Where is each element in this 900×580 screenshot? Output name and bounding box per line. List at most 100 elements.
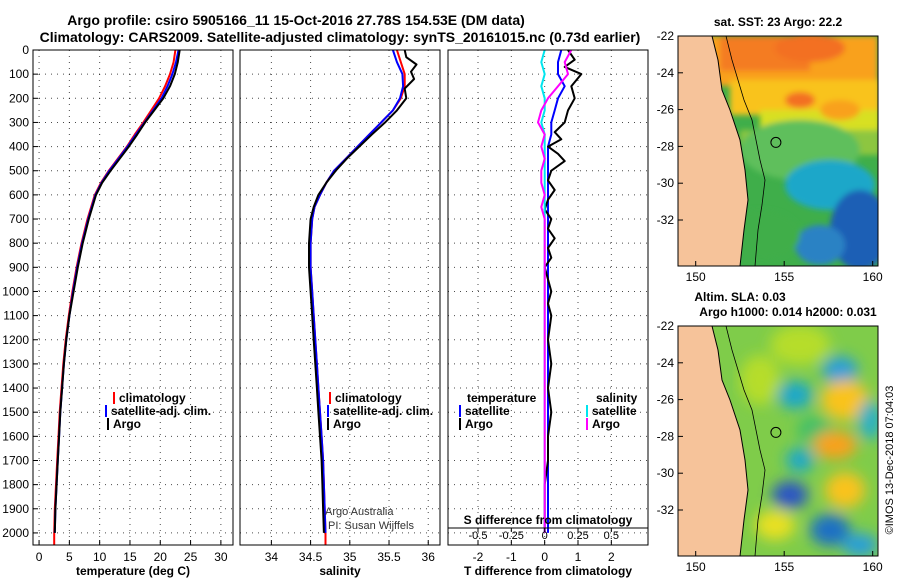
depth-tick-label: 600 [9, 188, 29, 202]
depth-tick-label: 900 [9, 260, 29, 274]
x-tick-label: 25 [184, 550, 198, 564]
sla-map-axes: 150 155 160 -22 -24 -26 -28 -30 -32 [657, 319, 883, 574]
t-difference-axis-label: T difference from climatology [464, 564, 632, 578]
sst-argo-location-marker [770, 136, 782, 148]
sst-map-frame [677, 35, 879, 267]
map-lon-tick-label: 155 [774, 560, 794, 574]
sla-map-title-line2: Argo h1000: 0.014 h2000: 0.031 [699, 305, 877, 319]
depth-tick-label: 800 [9, 236, 29, 250]
depth-tick-label: 400 [9, 140, 29, 154]
salinity-panel: 34 34.5 35 35.5 36 salinity climatology sate… [239, 49, 441, 578]
sst-map-panel: sat. SST: 23 Argo: 22.2 150 15 [657, 15, 883, 284]
x-tick-label: 20 [154, 550, 168, 564]
salinity-legend: climatology satellite-adj. clim. Argo [327, 391, 433, 431]
sst-map-axes: 150 155 160 -22 -24 -26 -28 -30 -32 [657, 29, 883, 284]
temperature-series [53, 49, 181, 545]
legend-swatch-satellite [327, 405, 329, 417]
salinity-grid [240, 49, 440, 545]
difference-legend: temperature satellite Argo salinity sate… [459, 391, 638, 431]
depth-tick-label: 700 [9, 212, 29, 226]
depth-tick-label: 1700 [2, 453, 29, 467]
x-tick-label: 35 [343, 550, 357, 564]
x-tick-label: 34 [265, 550, 279, 564]
depth-tick-label: 1800 [2, 478, 29, 492]
legend-swatch-argo [107, 418, 109, 430]
s-difference-tick-label: 0.5 [604, 530, 619, 542]
s-difference-axis-label: S difference from climatology [464, 513, 633, 527]
salinity-axis-label: salinity [319, 564, 361, 578]
s-difference-tick-label: 0 [542, 530, 548, 542]
annotation-argo-australia: Argo Australia [325, 506, 394, 518]
x-tick-label: -1 [506, 550, 517, 564]
temperature-grid [33, 49, 233, 545]
sla-map-frame [677, 325, 879, 557]
imos-credit: ©IMOS 13-Dec-2018 07:04:03 [884, 386, 896, 535]
sla-map-title-line1: Altim. SLA: 0.03 [694, 290, 786, 304]
map-lat-tick-label: -26 [657, 393, 675, 407]
map-lat-tick-label: -24 [657, 66, 675, 80]
legend-swatch-s-satellite [586, 405, 588, 417]
x-tick-label: 36 [422, 550, 436, 564]
sla-map-panel: Altim. SLA: 0.03 Argo h1000: 0.014 h2000… [657, 290, 883, 574]
sla-argo-location-marker [770, 426, 782, 438]
temperature-axis-label: temperature (deg C) [76, 564, 190, 578]
map-lon-tick-label: 160 [863, 560, 883, 574]
sst-map-image [678, 36, 878, 266]
legend-label-t-argo: Argo [465, 417, 493, 431]
map-lat-tick-label: -28 [657, 139, 675, 153]
annotation-pi-name: PI: Susan Wijffels [328, 520, 414, 532]
series-line-argo [53, 49, 181, 533]
s-difference-axis: -0.5 -0.25 0 0.25 0.5 [448, 527, 648, 542]
map-lat-tick-label: -32 [657, 503, 675, 517]
x-tick-label: 1 [575, 550, 582, 564]
depth-tick-label: 1000 [2, 284, 29, 298]
depth-tick-label: 500 [9, 164, 29, 178]
salinity-x-axis: 34 34.5 35 35.5 36 [265, 540, 436, 564]
x-tick-label: 10 [93, 550, 107, 564]
depth-tick-label: 1200 [2, 333, 29, 347]
difference-panel: -2 -1 0 1 2 -0.5 -0.25 0 0.25 0.5 S difference f… [447, 49, 649, 578]
depth-tick-label: 1500 [2, 405, 29, 419]
sst-land [678, 36, 749, 266]
s-difference-tick-label: -0.5 [469, 530, 488, 542]
salinity-frame [239, 49, 441, 546]
sla-map-image [678, 326, 878, 556]
map-lat-tick-label: -28 [657, 429, 675, 443]
map-lat-tick-label: -22 [657, 319, 675, 333]
sst-shelf-contour [725, 36, 766, 266]
series-line-satellite-adj-clim- [309, 49, 405, 533]
map-lon-tick-label: 155 [774, 270, 794, 284]
map-lon-tick-label: 150 [686, 270, 706, 284]
salinity-series [308, 49, 418, 545]
x-tick-label: 35.5 [377, 550, 401, 564]
series-line-temperature-argo [543, 49, 583, 533]
temperature-x-axis: 0 5 10 15 20 25 30 [36, 540, 228, 564]
legend-swatch-climatology [113, 392, 115, 404]
depth-tick-label: 1100 [3, 309, 29, 323]
legend-label-argo: Argo [333, 417, 361, 431]
legend-swatch-t-argo [459, 418, 461, 430]
x-tick-label: 15 [123, 550, 137, 564]
sla-shelf-contour [725, 326, 766, 556]
x-tick-label: 0 [36, 550, 43, 564]
map-lat-tick-label: -32 [657, 213, 675, 227]
legend-swatch-satellite [105, 405, 107, 417]
x-tick-label: 2 [608, 550, 615, 564]
legend-swatch-argo [327, 418, 329, 430]
depth-tick-label: 200 [9, 91, 29, 105]
map-lat-tick-label: -22 [657, 29, 675, 43]
legend-swatch-s-argo [586, 418, 588, 430]
map-lat-tick-label: -30 [657, 466, 675, 480]
legend-label-climatology: climatology [119, 391, 186, 405]
series-line-salinity-argo [537, 49, 573, 533]
depth-tick-label: 300 [9, 115, 29, 129]
legend-label-s-argo: Argo [592, 417, 620, 431]
x-tick-label: -2 [473, 550, 484, 564]
legend-swatch-t-satellite [459, 405, 461, 417]
map-lon-tick-label: 160 [863, 270, 883, 284]
figure-title-line1: Argo profile: csiro 5905166_11 15-Oct-20… [67, 12, 525, 28]
depth-axis: 0 100 200 300 400 500 600 700 800 900 1000 1100 1200… [2, 43, 38, 540]
x-tick-label: 34.5 [299, 550, 323, 564]
x-tick-label: 0 [541, 550, 548, 564]
